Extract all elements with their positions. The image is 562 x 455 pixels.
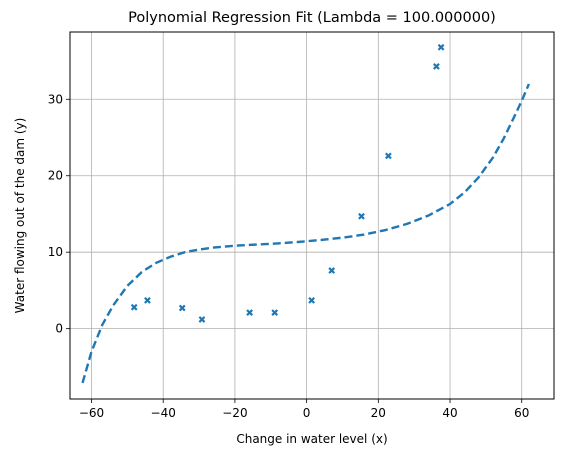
plot-frame	[69, 31, 555, 400]
series-layer	[81, 43, 531, 384]
data-point	[271, 309, 279, 316]
data-point	[437, 43, 445, 51]
data-point	[328, 267, 336, 274]
y-tick-label: 0	[55, 322, 63, 336]
chart-title: Polynomial Regression Fit (Lambda = 100.…	[128, 10, 496, 26]
y-axis-label: Water flowing out of the dam (y)	[13, 118, 27, 314]
data-point	[130, 303, 138, 311]
y-tick-label: 30	[48, 92, 63, 106]
x-tick-label: −60	[79, 406, 104, 420]
data-point	[246, 309, 253, 316]
data-point	[384, 152, 392, 160]
x-tick-label: −20	[222, 406, 247, 420]
data-point	[178, 304, 186, 312]
y-tick-label: 20	[48, 169, 63, 183]
x-tick-label: 20	[371, 406, 386, 420]
data-point	[433, 63, 440, 70]
data-point	[144, 296, 151, 304]
y-tick-label: 10	[48, 245, 63, 259]
x-tick-label: 40	[442, 406, 457, 420]
data-point	[308, 296, 316, 304]
x-axis-label: Change in water level (x)	[236, 432, 387, 446]
data-point	[198, 316, 206, 323]
data-point	[358, 212, 365, 220]
x-tick-label: 0	[303, 406, 311, 420]
ticks: −60 −40 −20 0 20 40 60 0 10 20 30	[48, 92, 530, 420]
x-tick-label: −40	[151, 406, 176, 420]
x-tick-label: 60	[514, 406, 529, 420]
fit-line	[81, 83, 531, 384]
grid	[70, 32, 554, 399]
